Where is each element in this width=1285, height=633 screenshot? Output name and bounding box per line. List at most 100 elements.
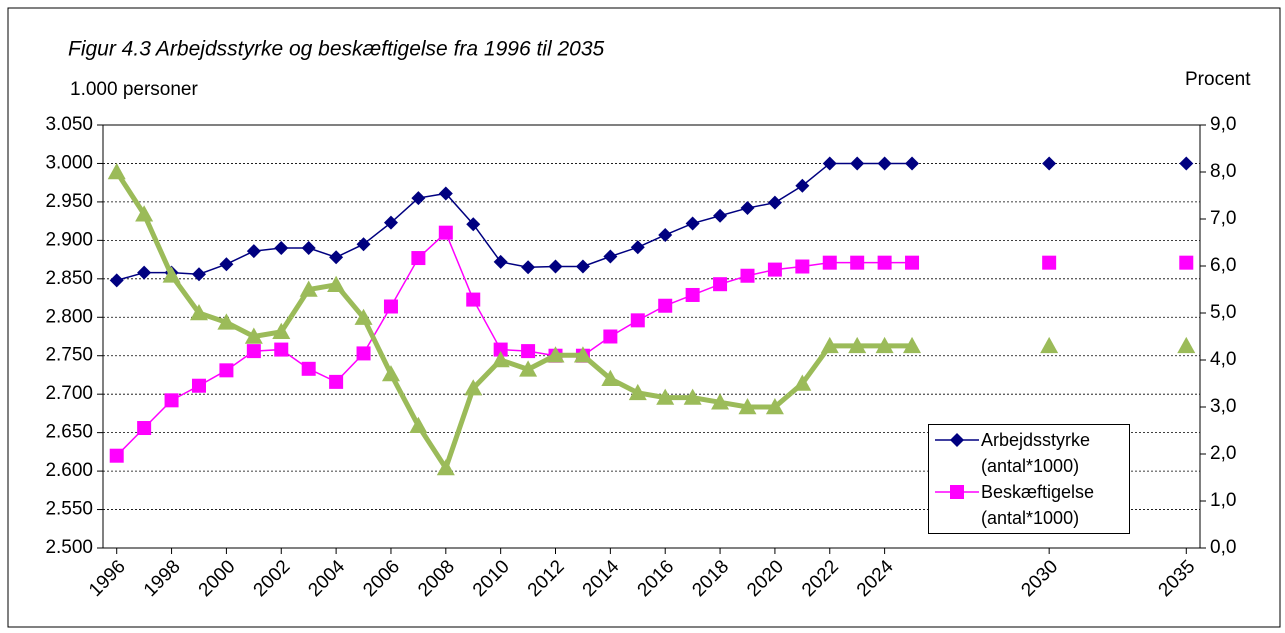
x-tick-label: 2022 <box>798 556 843 601</box>
y2-tick-label: 8,0 <box>1210 161 1236 182</box>
marker <box>493 254 508 269</box>
marker <box>189 304 208 321</box>
y2-tick-label: 3,0 <box>1210 396 1236 417</box>
y2-tick-label: 2,0 <box>1210 443 1236 464</box>
x-tick-label: 2018 <box>688 556 733 601</box>
marker <box>356 237 371 252</box>
marker <box>685 287 700 302</box>
legend: Arbejdsstyrke (antal*1000) Beskæftigelse … <box>928 424 1130 534</box>
marker <box>795 178 810 193</box>
marker <box>436 459 455 476</box>
marker <box>466 217 481 232</box>
marker <box>950 485 964 499</box>
y2-tick-label: 0,0 <box>1210 537 1236 558</box>
marker <box>164 393 179 408</box>
marker <box>411 191 426 206</box>
marker <box>381 365 400 382</box>
marker <box>713 208 728 223</box>
marker <box>658 227 673 242</box>
marker <box>109 448 124 463</box>
marker <box>272 322 291 339</box>
marker <box>137 265 152 280</box>
marker <box>219 363 234 378</box>
y-tick-label: 2.550 <box>45 499 93 520</box>
x-tick-label: 2035 <box>1155 556 1200 601</box>
marker <box>1179 255 1194 270</box>
y2-tick-label: 1,0 <box>1210 490 1236 511</box>
marker <box>438 186 453 201</box>
marker <box>630 313 645 328</box>
marker <box>603 329 618 344</box>
marker <box>464 379 483 396</box>
marker <box>521 344 536 359</box>
marker <box>301 361 316 376</box>
x-tick-label: 2010 <box>469 556 514 601</box>
marker <box>767 262 782 277</box>
marker <box>1179 156 1194 171</box>
marker <box>1040 336 1059 354</box>
y-tick-label: 2.900 <box>45 229 93 250</box>
marker <box>740 268 755 283</box>
marker <box>848 336 867 354</box>
x-tick-label: 2020 <box>743 556 788 601</box>
chart-title: Figur 4.3 Arbejdsstyrke og beskæftigelse… <box>68 38 604 61</box>
marker <box>905 255 920 270</box>
y-tick-label: 3.000 <box>45 152 93 173</box>
marker <box>820 336 839 354</box>
marker <box>903 336 922 354</box>
y2-axis-label: Procent <box>1185 69 1251 90</box>
y2-tick-label: 6,0 <box>1210 255 1236 276</box>
y2-tick-label: 4,0 <box>1210 349 1236 370</box>
marker <box>109 273 124 288</box>
x-tick-label: 2014 <box>579 556 624 601</box>
marker <box>656 388 675 405</box>
marker <box>877 255 892 270</box>
marker <box>575 259 590 274</box>
marker <box>274 241 289 256</box>
marker <box>329 374 344 389</box>
marker <box>301 241 316 256</box>
legend-label: Arbejdsstyrke (antal*1000) <box>981 430 1091 476</box>
marker <box>246 344 261 359</box>
y-tick-label: 2.950 <box>45 191 93 212</box>
marker <box>850 156 865 171</box>
x-tick-label: 1998 <box>140 556 185 601</box>
marker <box>356 346 371 361</box>
marker <box>191 378 206 393</box>
marker <box>765 398 784 415</box>
legend-swatch <box>935 433 979 447</box>
marker <box>519 360 538 377</box>
marker <box>603 249 618 264</box>
y-tick-label: 2.700 <box>45 383 93 404</box>
marker <box>877 156 892 171</box>
x-tick-label: 2030 <box>1017 556 1062 601</box>
marker <box>246 244 261 259</box>
marker <box>795 259 810 274</box>
legend-item: Beskæftigelse (antal*1000) <box>933 479 1121 531</box>
legend-swatch <box>935 485 979 499</box>
marker <box>630 240 645 255</box>
marker <box>822 255 837 270</box>
marker <box>950 433 964 447</box>
marker <box>491 351 510 368</box>
marker <box>217 313 236 330</box>
marker <box>354 308 373 325</box>
marker <box>493 342 508 357</box>
marker <box>850 255 865 270</box>
marker <box>905 156 920 171</box>
x-tick-label: 2024 <box>853 556 898 601</box>
marker <box>274 342 289 357</box>
y-tick-label: 2.600 <box>45 460 93 481</box>
plot-area <box>102 124 1201 549</box>
marker <box>1042 156 1057 171</box>
marker <box>244 327 263 344</box>
marker <box>383 299 398 314</box>
marker <box>793 374 812 391</box>
marker <box>713 277 728 292</box>
marker <box>383 215 398 230</box>
marker <box>548 259 563 274</box>
legend-label: Beskæftigelse (antal*1000) <box>981 482 1095 528</box>
marker <box>438 225 453 240</box>
x-tick-label: 2008 <box>414 556 459 601</box>
